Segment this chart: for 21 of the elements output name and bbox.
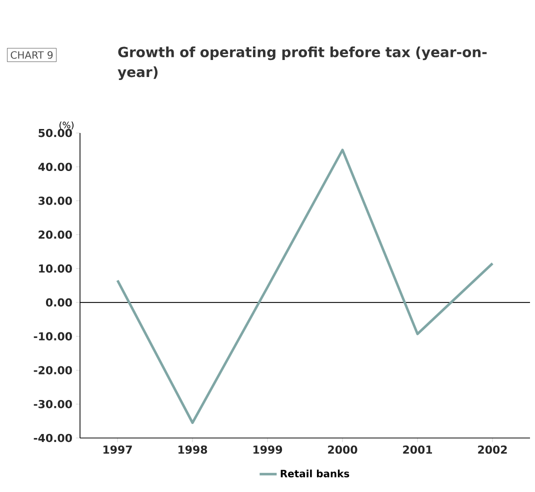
x-tick-label: 2002 <box>478 446 507 454</box>
y-tick-label: -20.00 <box>34 366 72 374</box>
caption: CHART 9 <box>10 51 53 59</box>
y-tick-label: -40.00 <box>34 434 72 442</box>
y-tick-label: 50.00 <box>38 128 72 138</box>
y-tick-label: 0.00 <box>46 298 72 307</box>
x-tick-label: 1998 <box>178 446 208 454</box>
x-tick-label: 1997 <box>103 446 132 454</box>
y-tick-label: 40.00 <box>38 162 72 172</box>
x-tick-label: 2000 <box>328 446 358 454</box>
y-tick-label: -10.00 <box>34 332 72 340</box>
y-tick-label: 10.00 <box>39 264 72 273</box>
y-tick-label: 30.00 <box>38 196 72 205</box>
x-tick-label: 2001 <box>403 446 432 454</box>
legend-label: Retail banks <box>280 470 350 478</box>
y-tick-label: -30.00 <box>34 400 72 408</box>
chart-title: Growth of operating profit before tax (year-on-year) <box>118 46 487 80</box>
y-tick-label: 20.00 <box>38 230 72 239</box>
x-tick-label: 1999 <box>253 446 282 454</box>
y-axis-title: (%) <box>60 121 74 130</box>
line-series <box>116 148 494 424</box>
